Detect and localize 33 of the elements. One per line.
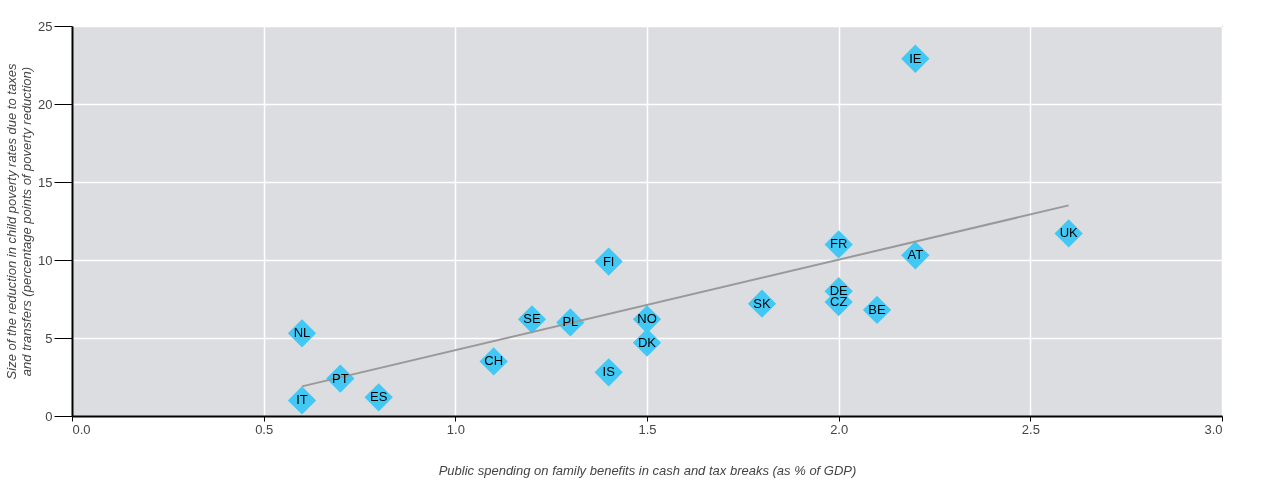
- annotation: IT: [296, 392, 308, 408]
- annotation: IS: [602, 364, 616, 380]
- annotation: PT: [332, 370, 349, 386]
- annotation: NO: [637, 311, 657, 327]
- annotation: SE: [523, 311, 541, 327]
- y-tick-label: 25: [38, 18, 53, 34]
- y-tick-label: 0: [45, 408, 53, 424]
- annotation: FR: [829, 236, 848, 252]
- x-tick-label: 2.0: [830, 421, 849, 437]
- annotation: FI: [602, 253, 615, 269]
- x-tick-label: 0.0: [72, 421, 91, 437]
- y-axis-title: Size of the reduction in child poverty rates due to taxes and transfers (percentage points of poverty reduction): [4, 63, 35, 380]
- x-tick-label: 0.5: [255, 421, 274, 437]
- x-tick-label: 1.0: [446, 421, 465, 437]
- annotation: NL: [293, 325, 311, 341]
- annotation: BE: [868, 301, 886, 317]
- annotation: CH: [484, 353, 504, 369]
- x-tick-label: 3.0: [1204, 421, 1223, 437]
- x-axis-title: Public spending on family benefits in cash and tax breaks (as % of GDP): [438, 462, 857, 478]
- annotation: UK: [1059, 225, 1079, 241]
- x-tick-label: 1.5: [638, 421, 657, 437]
- annotation: CZ: [829, 294, 848, 310]
- y-tick-label: 5: [45, 330, 53, 346]
- annotation: DK: [637, 334, 657, 350]
- annotation: PL: [562, 314, 579, 330]
- annotation: SK: [753, 295, 771, 311]
- y-tick-label: 15: [38, 174, 53, 190]
- annotation: ES: [369, 389, 388, 405]
- annotation: IE: [909, 50, 922, 66]
- x-tick-label: 2.5: [1021, 421, 1040, 437]
- y-tick-label: 20: [38, 96, 53, 112]
- annotation: AT: [907, 247, 924, 263]
- y-tick-label: 10: [38, 252, 53, 268]
